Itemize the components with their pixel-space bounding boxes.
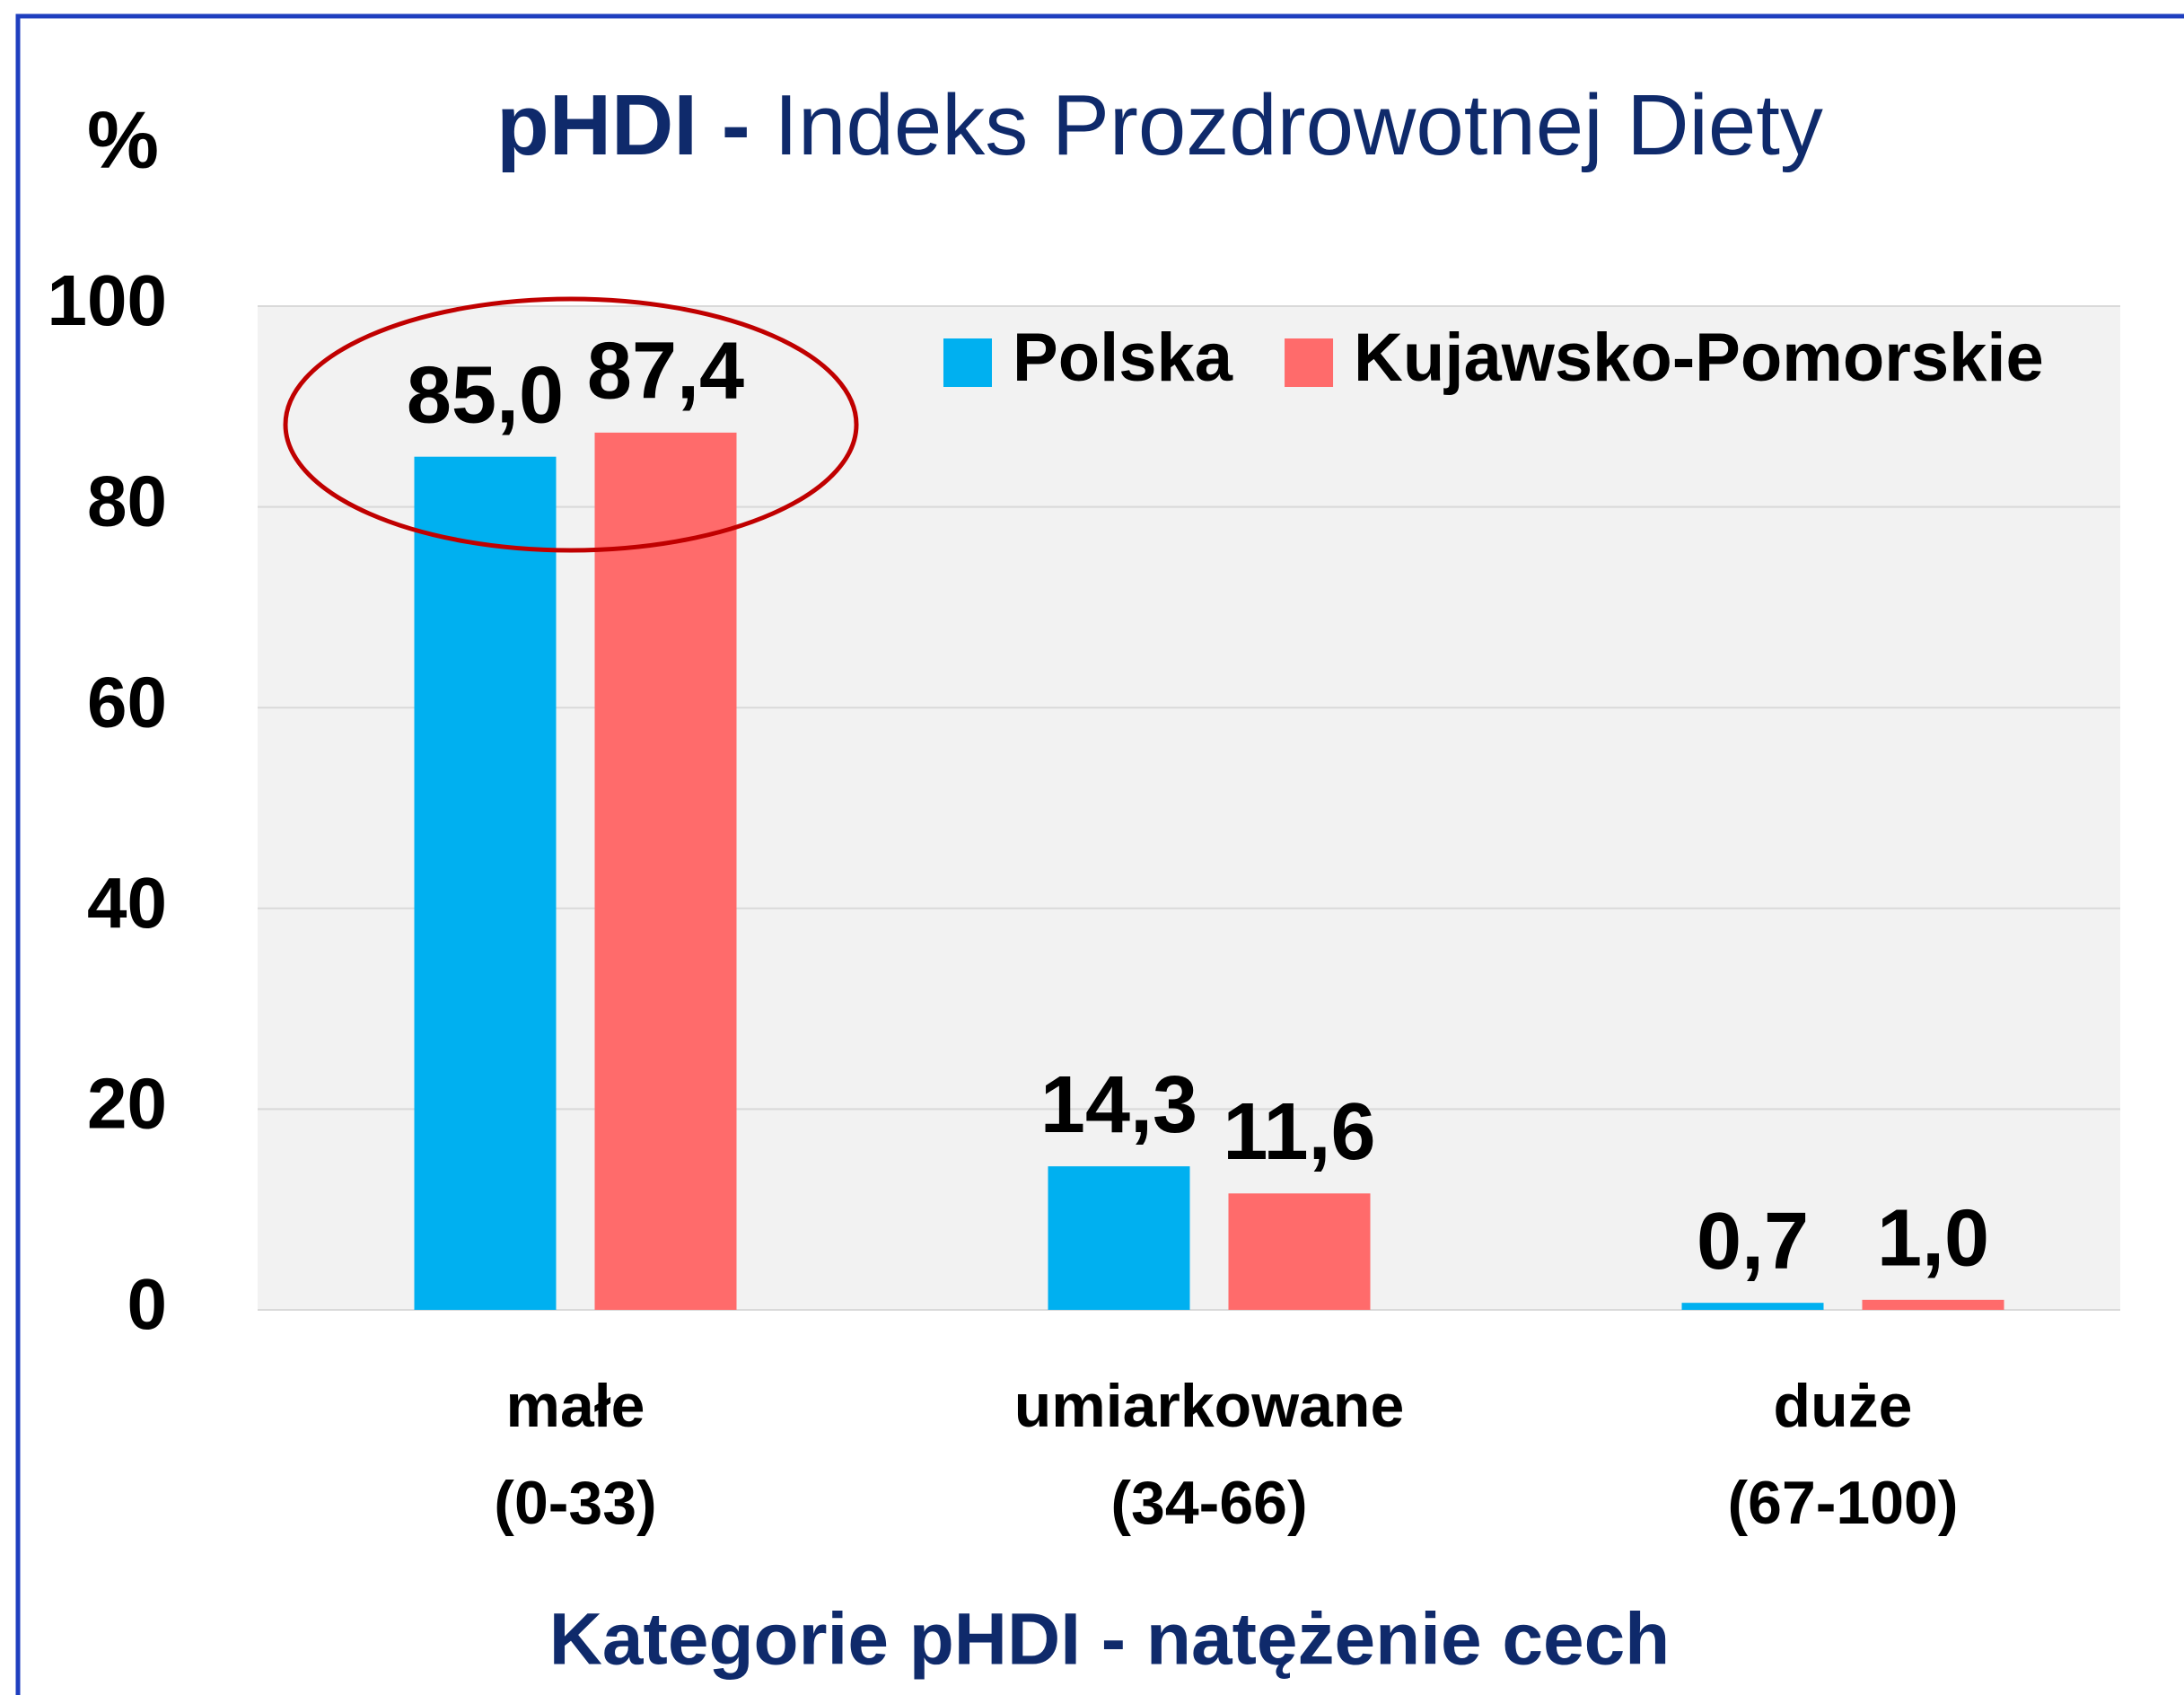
title-main: Indeks Prozdrowotnej Diety bbox=[774, 77, 1823, 173]
x-tick-label: umiarkowane bbox=[1014, 1372, 1405, 1440]
legend-swatch bbox=[1285, 338, 1334, 387]
x-tick-label: (0-33) bbox=[494, 1469, 656, 1537]
x-tick-label: małe bbox=[506, 1372, 645, 1440]
x-axis-label: Kategorie pHDI - natężenie cech bbox=[549, 1599, 1671, 1681]
bar bbox=[414, 456, 557, 1310]
y-axis-label: % bbox=[87, 96, 159, 186]
value-label: 0,7 bbox=[1697, 1197, 1809, 1287]
legend-label: Kujawsko-Pomorskie bbox=[1354, 320, 2044, 396]
x-tick-label: (34-66) bbox=[1110, 1469, 1307, 1537]
chart-title: pHDI - Indeks Prozdrowotnej Diety bbox=[496, 77, 1823, 173]
title-bold: pHDI - bbox=[496, 77, 750, 173]
y-tick-label: 100 bbox=[48, 260, 167, 340]
value-label: 11,6 bbox=[1223, 1087, 1375, 1177]
bar bbox=[1228, 1193, 1371, 1310]
y-tick-label: 60 bbox=[87, 662, 167, 742]
x-tick-label: (67-100) bbox=[1727, 1469, 1958, 1537]
frame bbox=[15, 13, 2184, 1695]
y-tick-label: 80 bbox=[87, 461, 167, 541]
bar bbox=[1048, 1166, 1190, 1310]
value-label: 85,0 bbox=[407, 350, 564, 440]
plot-area bbox=[258, 306, 2120, 1310]
value-label: 1,0 bbox=[1877, 1194, 1989, 1284]
marks: 0 20 40 60 80 100 małe (0-33) 85,0 87,4 umiarkowan… bbox=[48, 260, 2120, 1537]
legend-swatch bbox=[943, 338, 992, 387]
bar bbox=[1681, 1303, 1824, 1310]
y-tick-label: 40 bbox=[87, 863, 167, 943]
bar bbox=[594, 432, 737, 1310]
x-tick-label: duże bbox=[1774, 1372, 1913, 1440]
highlight-ellipse bbox=[283, 296, 859, 553]
value-label: 14,3 bbox=[1040, 1060, 1197, 1150]
y-tick-label: 0 bbox=[127, 1264, 168, 1344]
legend-label: Polska bbox=[1013, 320, 1233, 396]
value-label: 87,4 bbox=[587, 327, 744, 417]
bar bbox=[1862, 1299, 2004, 1310]
y-tick-label: 20 bbox=[87, 1064, 167, 1144]
